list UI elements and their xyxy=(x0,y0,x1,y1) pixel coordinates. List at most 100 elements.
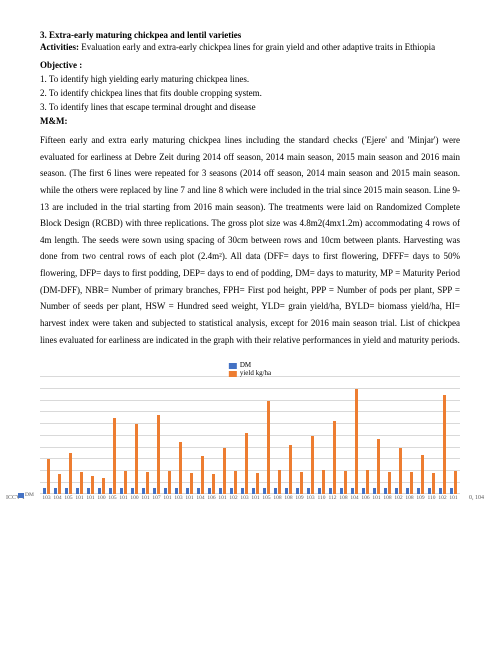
xaxis-label: 105 xyxy=(108,495,116,501)
xaxis-label: 101 xyxy=(141,495,149,501)
bar-group xyxy=(239,377,250,494)
xaxis-label: 104 xyxy=(196,495,204,501)
bar-yld xyxy=(179,442,182,495)
xaxis-label: 103 xyxy=(42,495,50,501)
bar-group xyxy=(217,377,228,494)
chart-xaxis: ICCV-1 0, 104 10310410510110110010510110… xyxy=(40,494,460,512)
xaxis-label: 101 xyxy=(75,495,83,501)
section-heading: 3. Extra-early maturing chickpea and len… xyxy=(40,30,460,40)
bar-yld xyxy=(421,455,424,495)
bar-group xyxy=(261,377,272,494)
bar-yld xyxy=(333,421,336,494)
xaxis-label: 101 xyxy=(86,495,94,501)
bar-group xyxy=(272,377,283,494)
bar-yld xyxy=(377,439,380,495)
activities-label: Activities: xyxy=(40,42,79,52)
xaxis-label: 101 xyxy=(185,495,193,501)
bar-yld xyxy=(267,401,270,495)
bar-yld xyxy=(157,415,160,494)
bar-yld xyxy=(47,459,50,494)
mm-body: Fifteen early and extra early maturing c… xyxy=(40,132,460,348)
xaxis-label: 108 xyxy=(339,495,347,501)
bar-yld xyxy=(102,478,105,494)
bar-yld xyxy=(399,448,402,495)
bar-yld xyxy=(223,448,226,495)
bar-group xyxy=(140,377,151,494)
bar-yld xyxy=(366,470,369,495)
bar-yld xyxy=(410,472,413,494)
bar-yld xyxy=(344,471,347,494)
bar-chart: DM yield kg/ha DM ICCV-1 0, 104 10310410… xyxy=(40,362,460,512)
bar-group xyxy=(338,377,349,494)
xaxis-label: 100 xyxy=(97,495,105,501)
bar-group xyxy=(437,377,448,494)
xaxis-label: 105 xyxy=(64,495,72,501)
bar-yld xyxy=(432,473,435,495)
xaxis-label: 110 xyxy=(317,495,325,501)
bar-group xyxy=(151,377,162,494)
xaxis-label: 101 xyxy=(449,495,457,501)
xaxis-label: 106 xyxy=(207,495,215,501)
bar-group xyxy=(360,377,371,494)
bar-group xyxy=(426,377,437,494)
bar-group xyxy=(52,377,63,494)
bar-yld xyxy=(124,471,127,494)
bar-group xyxy=(228,377,239,494)
bar-group xyxy=(107,377,118,494)
bar-group xyxy=(283,377,294,494)
bar-yld xyxy=(190,473,193,495)
bar-group xyxy=(74,377,85,494)
bar-group xyxy=(250,377,261,494)
bar-yld xyxy=(388,472,391,495)
activities-text: Evaluation early and extra-early chickpe… xyxy=(79,42,435,52)
xaxis-label: 103 xyxy=(240,495,248,501)
xaxis-label: 103 xyxy=(306,495,314,501)
legend-swatch-yld xyxy=(229,371,237,377)
bar-yld xyxy=(278,470,281,495)
xaxis-label: 103 xyxy=(174,495,182,501)
bar-yld xyxy=(58,474,61,494)
xaxis-label: 105 xyxy=(262,495,270,501)
bar-yld xyxy=(146,472,149,494)
bar-yld xyxy=(201,456,204,494)
bar-group xyxy=(96,377,107,494)
bar-yld xyxy=(322,470,325,494)
series-marker-label: DM xyxy=(25,492,34,498)
xaxis-label: 108 xyxy=(383,495,391,501)
xaxis-label: 108 xyxy=(273,495,281,501)
xaxis-label: 100 xyxy=(130,495,138,501)
chart-legend: DM yield kg/ha xyxy=(229,362,271,377)
bar-yld xyxy=(234,471,237,494)
bar-group xyxy=(404,377,415,494)
xaxis-post-label: 0, 104 xyxy=(469,495,484,501)
xaxis-label: 104 xyxy=(350,495,358,501)
bar-group xyxy=(393,377,404,494)
bar-group xyxy=(294,377,305,494)
xaxis-label: 108 xyxy=(405,495,413,501)
bar-yld xyxy=(168,471,171,494)
bar-group xyxy=(305,377,316,494)
bar-group xyxy=(195,377,206,494)
bar-yld xyxy=(289,445,292,495)
legend-yld-label: yield kg/ha xyxy=(240,370,271,378)
bar-yld xyxy=(212,474,215,494)
xaxis-label: 108 xyxy=(284,495,292,501)
bar-group xyxy=(162,377,173,494)
bar-group xyxy=(382,377,393,494)
bar-yld xyxy=(355,389,358,494)
bar-yld xyxy=(69,453,72,494)
bar-yld xyxy=(256,473,259,495)
objective-title: Objective : xyxy=(40,60,460,70)
bar-yld xyxy=(443,395,446,494)
xaxis-label: 109 xyxy=(416,495,424,501)
bar-group xyxy=(327,377,338,494)
mm-title: M&M: xyxy=(40,116,460,126)
objective-item: 1. To identify high yielding early matur… xyxy=(40,74,460,84)
bar-yld xyxy=(300,472,303,495)
bar-yld xyxy=(245,433,248,494)
legend-swatch-dm xyxy=(229,363,237,369)
xaxis-label: 109 xyxy=(295,495,303,501)
bar-group xyxy=(129,377,140,494)
objective-item: 2. To identify chickpea lines that fits … xyxy=(40,88,460,98)
xaxis-label: 102 xyxy=(438,495,446,501)
